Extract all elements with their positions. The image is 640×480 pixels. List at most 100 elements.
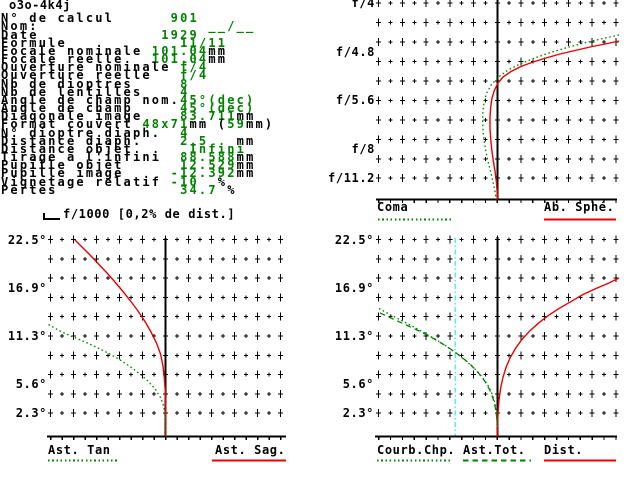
table-label: Pupille objet xyxy=(1,158,181,173)
y-axis-tick-label: f/11.2 xyxy=(328,171,375,186)
legend-label: Ab. Sphé. xyxy=(544,200,615,214)
table-label: mm xyxy=(208,52,228,67)
y-axis-tick-label: f/5.6 xyxy=(335,93,375,108)
axis-ticks xyxy=(378,199,617,203)
table-label: Format couvert xyxy=(1,117,143,132)
table-label: Focale réelle xyxy=(1,52,152,67)
table-value: 4 xyxy=(180,125,190,140)
table-value: 34.7 xyxy=(180,182,218,197)
table-value: 11/11 xyxy=(180,35,228,50)
table-value: -10 xyxy=(170,174,199,189)
table-value: f/4 xyxy=(180,68,209,83)
table-label: Formule xyxy=(1,35,181,50)
table-label: mm xyxy=(236,166,256,181)
y-axis-tick-label: 22.5° xyxy=(7,232,47,247)
table-label: Angle de champ nom. xyxy=(1,92,181,107)
table-row: Pertes 34.7 % xyxy=(1,182,237,197)
table-label: Vignetage relatif xyxy=(1,174,171,189)
table-label: % xyxy=(217,182,237,197)
table-value: 101.04 xyxy=(151,52,209,67)
table-row: Diagonale image 83.711mm xyxy=(1,109,256,124)
table-label: Distance objet xyxy=(1,141,190,156)
y-axis-tick-label: 2.3° xyxy=(15,406,47,421)
table-value: 45°(dec) xyxy=(180,101,256,116)
table-label: mm xyxy=(208,43,228,58)
table-value: 88.588 xyxy=(180,150,237,165)
curve-ab-sph- xyxy=(489,40,620,200)
table-row: Angle de champ nom.45°(dec) xyxy=(1,92,256,107)
y-axis-tick-label: 2.3° xyxy=(342,406,374,421)
legend-label: Ast. Tan xyxy=(48,443,111,457)
table-row: Angle de champ 45°(dec) xyxy=(1,101,256,116)
y-axis-tick-label: 22.5° xyxy=(334,232,374,247)
legend-label: Ast. Sag. xyxy=(215,443,286,457)
table-row: Nb de lentilles 4 xyxy=(1,84,190,99)
table-row: Pupille image -12.392mm xyxy=(1,166,256,181)
table-value: 59 xyxy=(227,117,247,132)
table-label: Nb de dioptres xyxy=(1,76,181,91)
table-label: Nb de lentilles xyxy=(1,84,181,99)
corner-angle-icon xyxy=(43,213,60,220)
table-value: 8 xyxy=(180,76,190,91)
table-label: Focale nominale xyxy=(1,43,152,58)
table-value: -12.392 xyxy=(170,166,237,181)
table-label: Date xyxy=(1,27,162,42)
table-row: Pupille objet 12.529mm xyxy=(1,158,256,173)
legend-label: Ast.Tot. xyxy=(463,443,526,457)
table-label: mm ( xyxy=(189,117,228,132)
table-label: mm xyxy=(236,150,256,165)
chart-astigmatism xyxy=(47,235,286,462)
table-value: __/__ xyxy=(208,19,256,34)
axis-ticks xyxy=(50,436,282,441)
table-label: Pupille image xyxy=(1,166,171,181)
table-value: 101.04 xyxy=(151,43,209,58)
curve-ast-tan xyxy=(48,323,167,437)
table-row: Distance diaph. 2.5 mm xyxy=(1,133,255,148)
table-label: Angle de champ xyxy=(1,101,181,116)
legend-label: Courb.Chp. xyxy=(377,443,456,457)
table-label: Ouverture nominale xyxy=(1,60,181,75)
legend-label: Dist. xyxy=(544,443,584,457)
table-label: mm xyxy=(236,158,256,173)
grid-plus-marks xyxy=(376,235,619,418)
table-row: N° de calcul 901 xyxy=(1,11,199,26)
y-axis-tick-label: 11.3° xyxy=(334,329,374,343)
table-label: N° de calcul xyxy=(1,11,171,26)
curve-ast-tot- xyxy=(379,312,498,425)
curve-ast-sag- xyxy=(74,239,167,437)
table-value: 901 xyxy=(170,11,199,26)
grid-plus-marks xyxy=(48,235,284,418)
table-value: 83.711 xyxy=(180,109,237,124)
table-row: Ouverture réelle f/4 xyxy=(1,68,209,83)
y-axis-tick-label: f/8 xyxy=(351,142,375,157)
table-row: Focale nominale 101.04mm xyxy=(1,43,228,58)
table-label: Distance diaph. xyxy=(1,133,181,148)
table-label: N° dioptre diaph. xyxy=(1,125,181,140)
table-row: N° dioptre diaph. 4 xyxy=(1,125,190,140)
grid-plus-marks xyxy=(376,0,619,183)
table-value: f/4 xyxy=(180,60,209,75)
y-axis-tick-label: f/4 xyxy=(351,0,375,10)
y-axis-tick-label: f/4.8 xyxy=(335,44,375,59)
table-value: 1929 xyxy=(161,27,199,42)
curve-coma xyxy=(481,34,620,200)
y-axis-tick-label: 5.6° xyxy=(342,377,374,392)
table-row: Format couvert 48x71mm (59mm) xyxy=(1,117,275,132)
axis-ticks xyxy=(378,436,617,441)
table-value: 45°(dec) xyxy=(180,92,256,107)
y-axis-tick-label: 5.6° xyxy=(15,377,47,392)
subtitle-distortion-scale: f/1000 [0,2% de dist.] xyxy=(63,207,236,221)
table-row: Focale réelle 101.04mm xyxy=(1,52,228,67)
table-row: Formule 11/11 xyxy=(1,35,228,50)
table-label: Diagonale image xyxy=(1,109,181,124)
curve-dist- xyxy=(496,277,620,437)
y-axis-tick-label: 16.9° xyxy=(7,280,47,295)
table-value: 4 xyxy=(180,84,190,99)
table-label: Tirage à l'infini xyxy=(1,150,181,165)
table-label: % xyxy=(198,174,228,189)
table-row: Tirage à l'infini 88.588mm xyxy=(1,150,256,165)
table-label: mm) xyxy=(246,117,275,132)
